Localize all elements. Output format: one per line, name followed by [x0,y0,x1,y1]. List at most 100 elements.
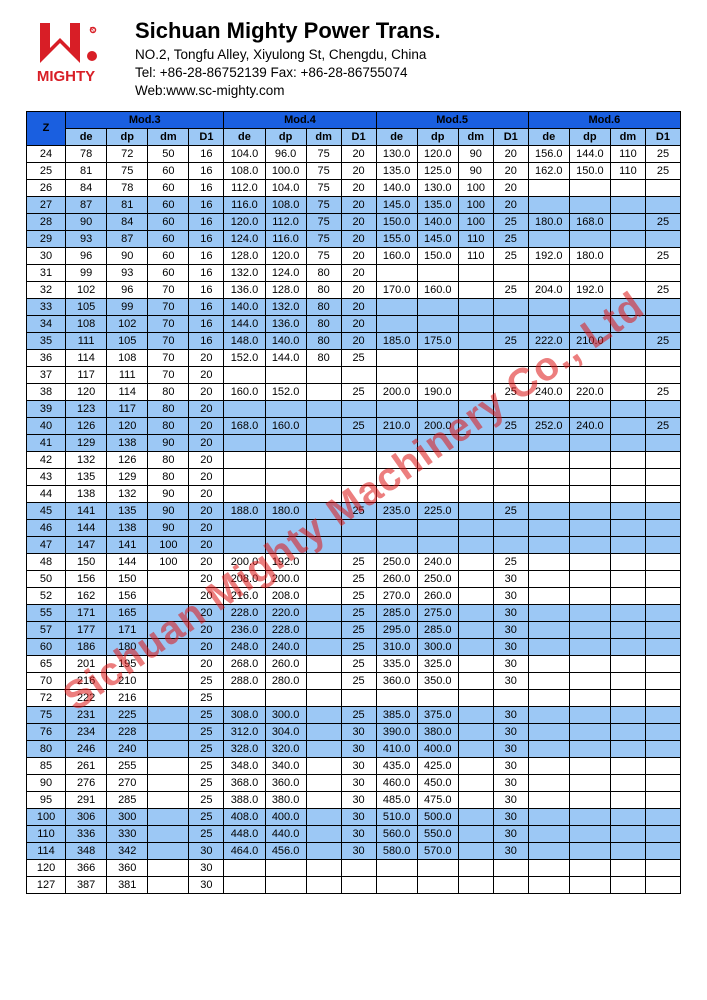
cell: 180.0 [528,213,569,230]
cell [645,502,680,519]
cell: 16 [189,315,224,332]
cell: 30 [493,842,528,859]
cell: 130.0 [376,145,417,162]
cell: 75 [107,162,148,179]
cell: 171 [107,621,148,638]
cell [458,825,493,842]
cell: 375.0 [417,706,458,723]
cell [341,400,376,417]
cell [306,621,341,638]
cell: 37 [27,366,66,383]
cell [306,655,341,672]
cell [645,298,680,315]
cell: 42 [27,451,66,468]
cell: 136.0 [224,281,265,298]
cell: 46 [27,519,66,536]
cell: 20 [189,604,224,621]
table-row: 341081027016144.0136.08020 [27,315,681,332]
cell [458,689,493,706]
cell: 30 [493,638,528,655]
cell [341,468,376,485]
cell: 180.0 [569,247,610,264]
cell: 440.0 [265,825,306,842]
cell: 250.0 [376,553,417,570]
cell: 90 [148,519,189,536]
cell [306,689,341,706]
cell: 135.0 [417,196,458,213]
cell: 126 [107,451,148,468]
cell: 25 [341,553,376,570]
cell [569,689,610,706]
cell: 34 [27,315,66,332]
cell: 145.0 [376,196,417,213]
cell: 138 [107,519,148,536]
cell: 360.0 [265,774,306,791]
cell [528,655,569,672]
cell [306,570,341,587]
cell: 192.0 [265,553,306,570]
cell: 16 [189,230,224,247]
cell [376,451,417,468]
cell: 135.0 [376,162,417,179]
cell [645,468,680,485]
cell: 110 [610,145,645,162]
cell: 16 [189,332,224,349]
cell [645,859,680,876]
cell [528,451,569,468]
cell [569,570,610,587]
cell: 60 [27,638,66,655]
cell [376,689,417,706]
cell [458,842,493,859]
cell [569,672,610,689]
table-row: 6018618020248.0240.025310.0300.030 [27,638,681,655]
cell [493,315,528,332]
cell [306,638,341,655]
cell: 41 [27,434,66,451]
cell: 30 [341,791,376,808]
cell: 510.0 [376,808,417,825]
cell [148,723,189,740]
cell: 90 [148,502,189,519]
cell: 390.0 [376,723,417,740]
cell [569,349,610,366]
cell: 144 [66,519,107,536]
cell: 20 [341,230,376,247]
cell: 20 [341,315,376,332]
cell: 16 [189,162,224,179]
cell: 185.0 [376,332,417,349]
cell [148,570,189,587]
cell [341,859,376,876]
cell [224,434,265,451]
cell: 30 [493,791,528,808]
cell [458,298,493,315]
cell [306,740,341,757]
cell [306,519,341,536]
cell: 312.0 [224,723,265,740]
table-row: 12036636030 [27,859,681,876]
cell [458,502,493,519]
cell: 20 [493,162,528,179]
cell: 25 [645,247,680,264]
cell: 228 [107,723,148,740]
table-row: 7523122525308.0300.025385.0375.030 [27,706,681,723]
cell [148,791,189,808]
cell: 30 [341,723,376,740]
cell: 135 [107,502,148,519]
cell: 162 [66,587,107,604]
cell [569,587,610,604]
cell [493,485,528,502]
cell: 325.0 [417,655,458,672]
cell: 208.0 [224,570,265,587]
cell [645,196,680,213]
cell: 120.0 [224,213,265,230]
cell: 248.0 [224,638,265,655]
cell [610,281,645,298]
cell [645,434,680,451]
cell: 186 [66,638,107,655]
cell: 57 [27,621,66,638]
cell: 80 [306,315,341,332]
cell [569,655,610,672]
cell [376,859,417,876]
cell: 20 [341,247,376,264]
cell: 52 [27,587,66,604]
